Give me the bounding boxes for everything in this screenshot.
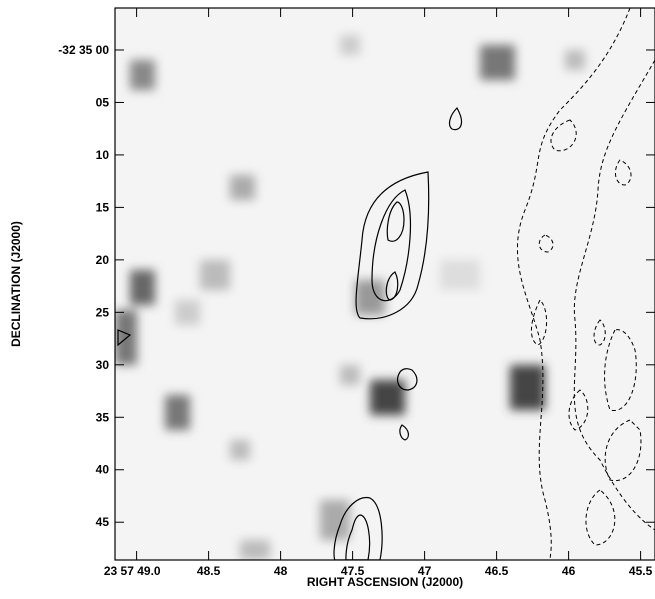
y-tick-label: 15: [96, 200, 110, 214]
frame: [114, 7, 655, 561]
x-tick-label: 47: [418, 564, 432, 578]
y-tick-label: 10: [96, 148, 110, 162]
x-tick-label: 48.5: [197, 564, 221, 578]
y-tick-label: 35: [96, 410, 110, 424]
y-tick-label: 20: [96, 253, 110, 267]
x-tick-label: 48: [274, 564, 288, 578]
image: [115, 8, 655, 560]
y-tick-label: -32 35 00: [58, 43, 109, 57]
y-tick-label: 40: [96, 463, 110, 477]
y-tick-label: 45: [96, 515, 110, 529]
x-tick-label: 45.5: [629, 564, 653, 578]
sources: [115, 35, 585, 560]
x-tick-label: 46.5: [485, 564, 509, 578]
y-axis-label: DECLINATION (J2000): [9, 221, 23, 347]
y-tick-label: 05: [96, 95, 110, 109]
contours: [117, 8, 655, 560]
x-tick-label: 23 57 49.0: [104, 564, 161, 578]
x-tick-label: 46: [562, 564, 576, 578]
y-tick-label: 25: [96, 305, 110, 319]
x-axis-label: RIGHT ASCENSION (J2000): [307, 575, 463, 589]
y-tick-label: 30: [96, 358, 110, 372]
x-tick-label: 47.5: [341, 564, 365, 578]
